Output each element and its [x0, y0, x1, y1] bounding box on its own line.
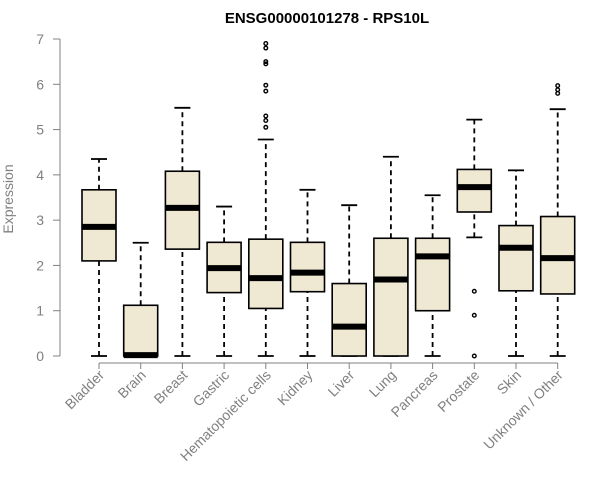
box-gastric — [206, 205, 242, 357]
iqr-box — [414, 237, 451, 312]
box-liver — [331, 204, 368, 357]
outlier-point — [471, 288, 477, 294]
iqr-box — [456, 168, 493, 213]
chart-title: ENSG00000101278 - RPS10L — [225, 10, 429, 27]
x-tick-label: Bladder — [62, 367, 108, 413]
y-tick-label: 6 — [36, 76, 44, 92]
box-skin — [498, 169, 534, 357]
y-tick-label: 3 — [36, 212, 44, 228]
y-tick-label: 5 — [36, 122, 44, 138]
outlier-point — [263, 41, 269, 47]
outlier-point — [263, 88, 269, 94]
x-tick-label: Unknown / Other — [480, 367, 566, 453]
outlier-point — [263, 124, 269, 130]
y-tick-label: 2 — [36, 257, 44, 273]
box-prostate — [456, 118, 493, 359]
box-pancreas — [414, 194, 451, 357]
outlier-point — [263, 45, 269, 51]
iqr-box — [289, 241, 326, 293]
x-tick-label: Liver — [325, 367, 358, 400]
iqr-box — [331, 282, 368, 357]
box-brain — [122, 241, 159, 359]
x-tick-label: Skin — [494, 367, 525, 398]
y-tick-label: 4 — [36, 167, 44, 183]
iqr-box — [248, 238, 284, 310]
y-axis-label: Expression — [0, 164, 16, 233]
iqr-box — [373, 237, 409, 357]
outlier-point — [263, 113, 269, 119]
y-tick-label: 7 — [36, 31, 44, 47]
outlier-point — [471, 353, 477, 359]
y-axis: 0 1 2 3 4 5 6 7 — [36, 31, 61, 364]
outlier-point — [555, 87, 561, 93]
outlier-point — [263, 61, 269, 67]
box-unknown-other — [539, 83, 576, 357]
iqr-box — [122, 304, 159, 357]
iqr-box — [498, 224, 534, 292]
outlier-point — [263, 82, 269, 88]
boxes-group — [81, 41, 576, 359]
outlier-point — [263, 118, 269, 124]
x-tick-label: Kidney — [274, 367, 316, 409]
box-hematopoietic-cells — [248, 41, 284, 357]
x-tick-label: Brain — [114, 367, 148, 401]
box-lung — [373, 155, 409, 357]
box-bladder — [81, 158, 117, 357]
x-tick-label: Lung — [366, 367, 399, 400]
box-breast — [164, 106, 201, 357]
y-tick-label: 1 — [36, 303, 44, 319]
box-kidney — [289, 188, 326, 357]
outlier-point — [471, 312, 477, 318]
outlier-point — [555, 83, 561, 89]
x-tick-label: Breast — [151, 367, 191, 407]
outlier-point — [263, 59, 269, 65]
y-tick-label: 0 — [36, 348, 44, 364]
x-tick-label: Prostate — [434, 367, 482, 415]
